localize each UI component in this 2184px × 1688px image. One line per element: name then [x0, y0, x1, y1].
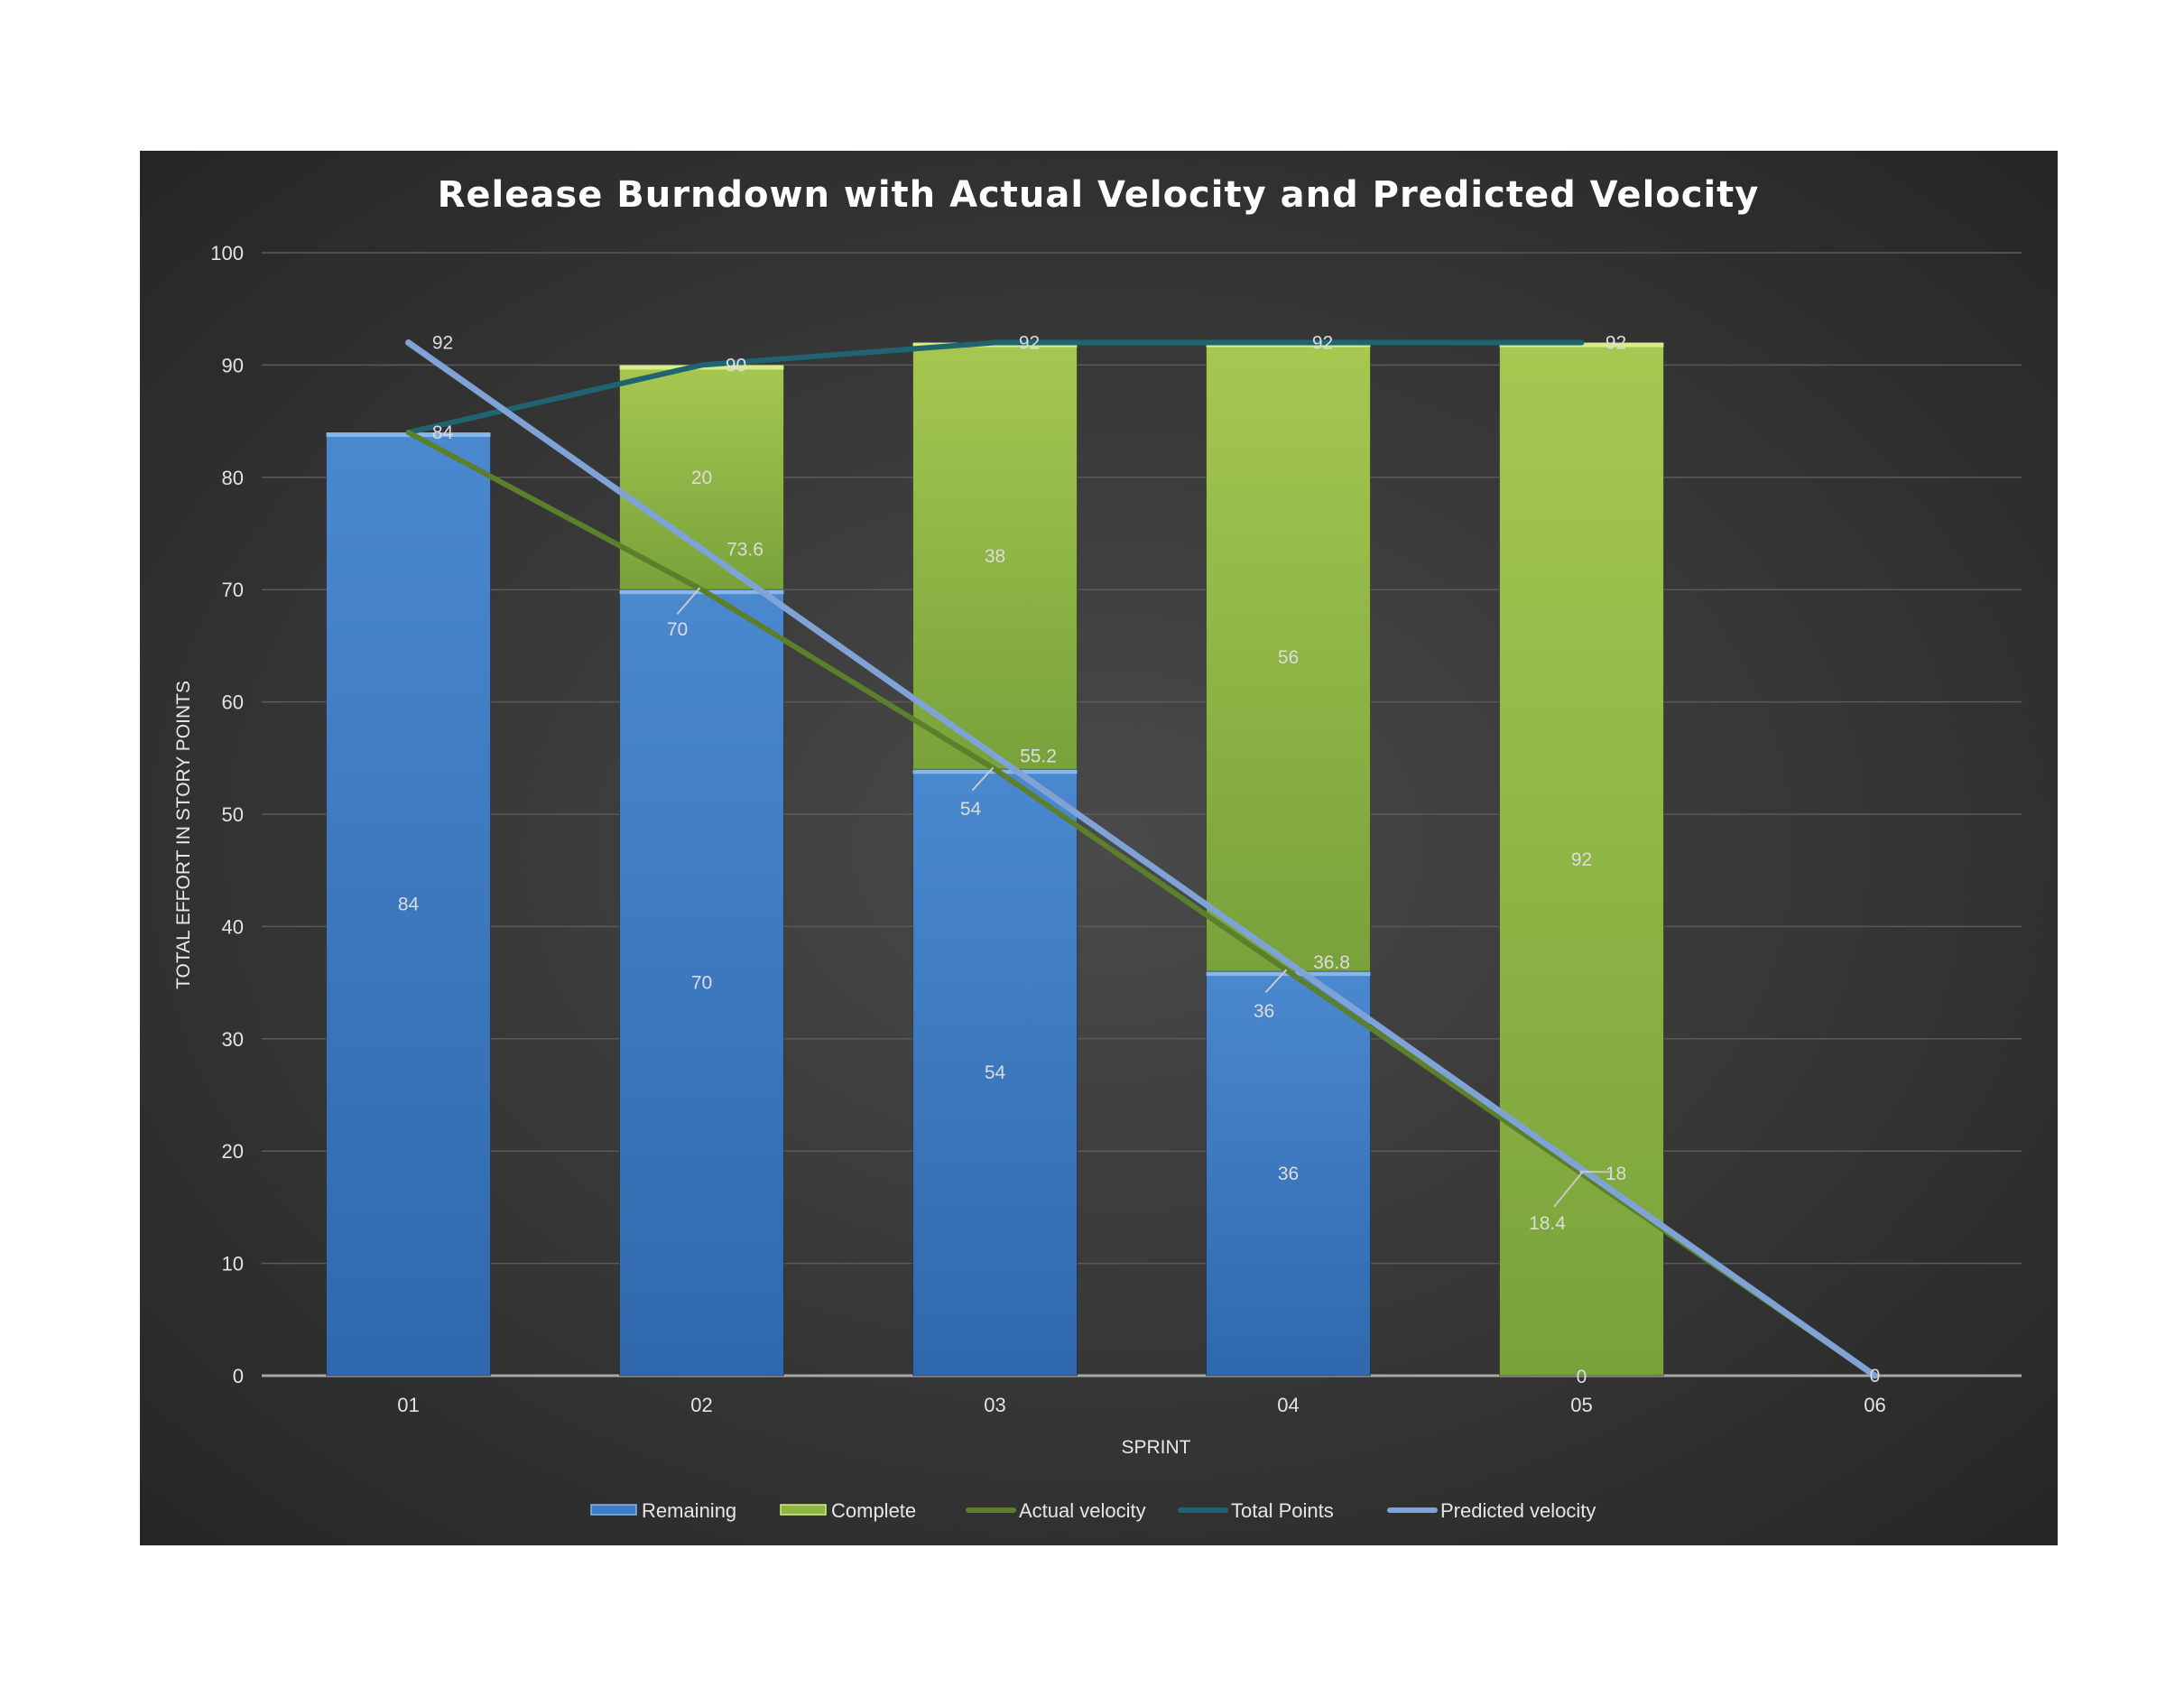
y-tick-label: 10 — [222, 1253, 244, 1275]
bars — [326, 342, 1664, 1377]
remaining-data-label: 0 — [1577, 1367, 1587, 1387]
remaining-data-label: 54 — [985, 1062, 1006, 1083]
chart-title: Release Burndown with Actual Velocity an… — [438, 174, 1760, 216]
remaining-legend-label: Remaining — [642, 1499, 736, 1522]
y-tick-label: 50 — [222, 803, 244, 826]
total-points-data-label: 84 — [432, 422, 454, 443]
remaining-bar — [326, 431, 491, 1377]
leader-line — [971, 766, 995, 792]
x-tick-label: 02 — [690, 1394, 712, 1416]
predicted-velocity-data-label: 92 — [432, 333, 453, 354]
remaining-bar — [619, 589, 784, 1377]
remaining-data-label: 70 — [691, 973, 712, 994]
complete-legend-swatch — [780, 1504, 827, 1516]
predicted-velocity-data-label: 36.8 — [1313, 952, 1350, 973]
complete-data-label: 92 — [1571, 849, 1592, 870]
y-tick-label: 20 — [222, 1140, 244, 1163]
y-tick-label: 80 — [222, 467, 244, 489]
actual-velocity-data-label: 70 — [667, 619, 688, 640]
leader-line — [1553, 1170, 1585, 1208]
predicted-velocity-line — [405, 339, 1878, 1379]
data-labels: 84 70 20 54 38 36 56 0 92 84 90 92 92 92 70 54 36 18 92 73.… — [398, 333, 1881, 1387]
x-tick-label: 01 — [397, 1394, 419, 1416]
gridlines — [262, 252, 2022, 1377]
y-tick-label: 70 — [222, 579, 244, 601]
burndown-chart: Release Burndown with Actual Velocity an… — [140, 151, 2058, 1545]
total-points-data-label: 90 — [726, 355, 746, 376]
chart-panel: Release Burndown with Actual Velocity an… — [140, 151, 2058, 1545]
actual-velocity-legend-label: Actual velocity — [1019, 1499, 1146, 1522]
complete-data-label: 20 — [691, 468, 712, 488]
remaining-data-label: 36 — [1278, 1164, 1299, 1184]
leader-line — [1264, 969, 1288, 994]
y-tick-label: 100 — [210, 242, 244, 264]
lines — [405, 339, 1878, 1379]
total-points-legend-label: Total Points — [1231, 1499, 1334, 1522]
complete-bar — [1499, 342, 1664, 1377]
y-tick-label: 60 — [222, 691, 244, 714]
total-points-data-label: 92 — [1019, 333, 1040, 354]
y-tick-label: 90 — [222, 354, 244, 376]
total-points-data-label: 92 — [1312, 333, 1333, 354]
complete-data-label: 38 — [985, 546, 1005, 567]
remaining-legend-swatch — [590, 1504, 637, 1516]
y-axis-title: TOTAL EFFORT IN STORY POINTS — [173, 681, 194, 989]
x-tick-label: 03 — [984, 1394, 1005, 1416]
y-tick-label: 40 — [222, 915, 244, 938]
x-tick-label: 06 — [1864, 1394, 1885, 1416]
x-tick-label: 05 — [1570, 1394, 1592, 1416]
actual-velocity-data-label: 36 — [1254, 1001, 1274, 1022]
actual-velocity-data-label: 18 — [1606, 1164, 1626, 1184]
total-points-data-label: 92 — [1606, 333, 1626, 354]
x-axis-title: SPRINT — [1121, 1437, 1190, 1458]
remaining-bar — [1206, 970, 1371, 1377]
x-axis-ticks: 01 02 03 04 05 06 — [397, 1394, 1885, 1416]
complete-data-label: 56 — [1278, 647, 1299, 668]
leader-line — [676, 587, 701, 615]
total-points-line — [405, 339, 1585, 436]
predicted-velocity-data-label: 73.6 — [726, 539, 763, 560]
predicted-velocity-data-label: 55.2 — [1020, 746, 1057, 766]
predicted-velocity-data-label: 0 — [1870, 1366, 1881, 1387]
legend: Remaining Complete Actual velocity Total Po… — [590, 1499, 1596, 1522]
remaining-data-label: 84 — [398, 895, 420, 915]
complete-bar — [1206, 342, 1371, 972]
actual-velocity-data-label: 54 — [960, 799, 982, 820]
y-tick-label: 30 — [222, 1028, 244, 1051]
x-tick-label: 04 — [1277, 1394, 1299, 1416]
predicted-velocity-data-label: 18.4 — [1529, 1213, 1566, 1234]
y-axis-ticks: 0 10 20 30 40 50 60 70 80 90 100 — [210, 242, 244, 1387]
complete-bar — [912, 342, 1078, 770]
y-tick-label: 0 — [233, 1365, 244, 1387]
complete-legend-label: Complete — [831, 1499, 916, 1522]
predicted-velocity-legend-label: Predicted velocity — [1440, 1499, 1596, 1522]
remaining-bar — [912, 768, 1078, 1377]
